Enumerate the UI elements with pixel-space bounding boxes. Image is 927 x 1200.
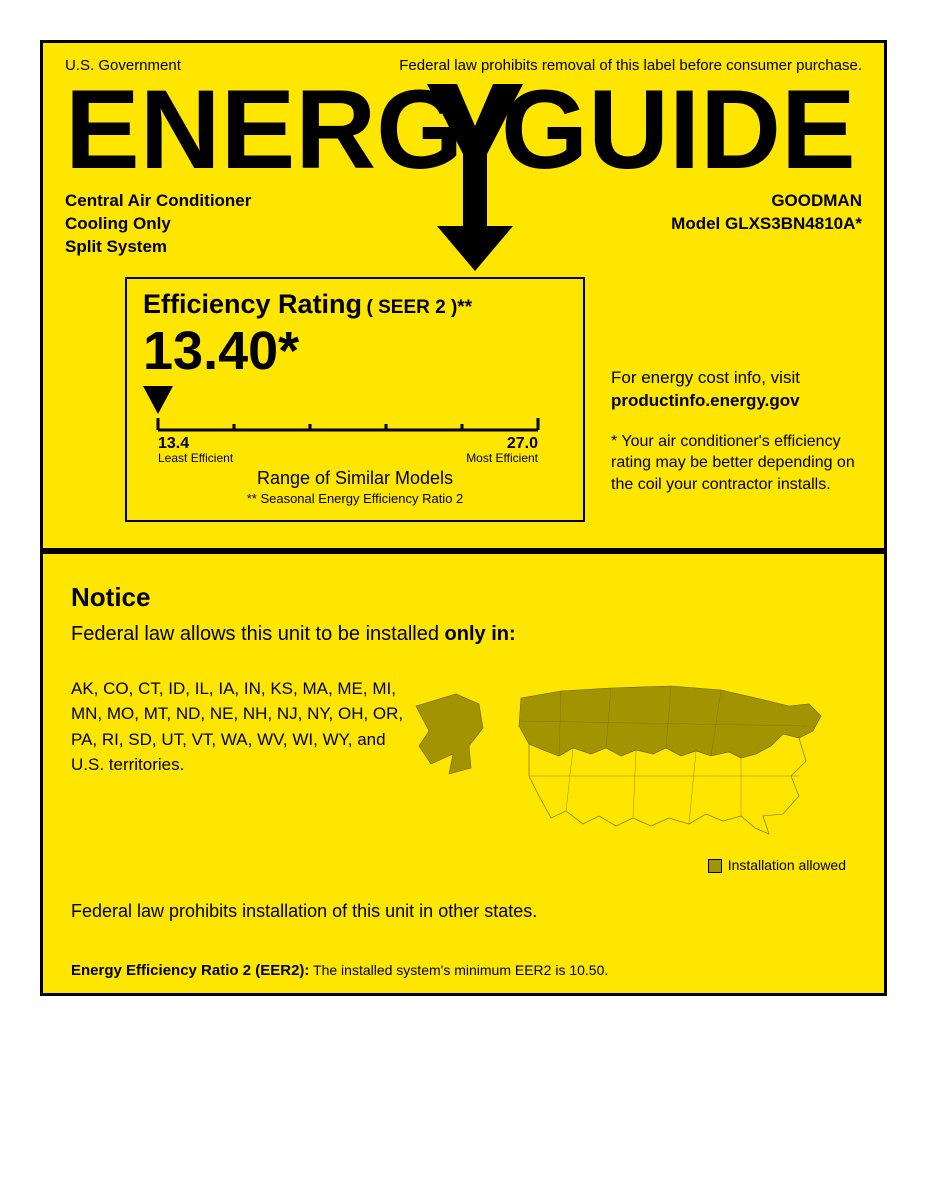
eer-label: Energy Efficiency Ratio 2 (EER2):: [71, 962, 309, 979]
map-wrap: Installation allowed: [411, 676, 856, 873]
scale-svg: 13.4 Least Efficient 27.0 Most Efficient: [143, 386, 573, 466]
header-row: U.S. Government Federal law prohibits re…: [65, 57, 862, 74]
top-section: U.S. Government Federal law prohibits re…: [43, 43, 884, 554]
energyguide-logo: ENERG GUIDE: [65, 76, 865, 276]
notice-only-in: only in:: [445, 623, 516, 645]
svg-text:GUIDE: GUIDE: [501, 76, 856, 192]
scale-max-label: Most Efficient: [466, 451, 538, 465]
rating-scale: 13.4 Least Efficient 27.0 Most Efficient: [143, 386, 567, 466]
eer-line: Energy Efficiency Ratio 2 (EER2): The in…: [71, 962, 856, 979]
range-caption: Range of Similar Models: [143, 468, 567, 489]
eer-text: The installed system's minimum EER2 is 1…: [309, 962, 608, 978]
info-url: productinfo.energy.gov: [611, 390, 862, 413]
efficiency-footnote: * Your air conditioner's efficiency rati…: [611, 431, 862, 496]
legend-label: Installation allowed: [728, 857, 846, 873]
us-map-icon: [411, 676, 831, 846]
energy-guide-label: U.S. Government Federal law prohibits re…: [40, 40, 887, 996]
rating-title-row: Efficiency Rating ( SEER 2 )**: [143, 289, 567, 320]
rating-box: Efficiency Rating ( SEER 2 )** 13.40*: [125, 277, 585, 522]
rating-title: Efficiency Rating: [143, 289, 362, 319]
header-left: U.S. Government: [65, 57, 181, 74]
info-line: For energy cost info, visit: [611, 367, 862, 390]
scale-min-label: Least Efficient: [158, 451, 234, 465]
side-text: For energy cost info, visit productinfo.…: [585, 277, 862, 522]
states-list: AK, CO, CT, ID, IL, IA, IN, KS, MA, ME, …: [71, 676, 411, 778]
svg-text:ENERG: ENERG: [65, 76, 463, 192]
prohibit-line: Federal law prohibits installation of th…: [71, 901, 856, 922]
rating-value: 13.40*: [143, 324, 567, 378]
rating-area: Efficiency Rating ( SEER 2 )** 13.40*: [65, 277, 862, 522]
header-right: Federal law prohibits removal of this la…: [399, 57, 862, 74]
map-legend: Installation allowed: [411, 857, 856, 873]
notice-title: Notice: [71, 582, 856, 613]
legend-swatch-icon: [708, 859, 722, 873]
scale-min-value: 13.4: [158, 435, 189, 452]
scale-max-value: 27.0: [507, 435, 538, 452]
range-note: ** Seasonal Energy Efficiency Ratio 2: [143, 491, 567, 506]
states-row: AK, CO, CT, ID, IL, IA, IN, KS, MA, ME, …: [71, 676, 856, 873]
logo-row: ENERG GUIDE: [65, 76, 862, 186]
notice-prefix: Federal law allows this unit to be insta…: [71, 623, 445, 645]
notice-line: Federal law allows this unit to be insta…: [71, 623, 856, 646]
bottom-section: Notice Federal law allows this unit to b…: [43, 554, 884, 993]
rating-metric: ( SEER 2 )**: [367, 297, 473, 318]
